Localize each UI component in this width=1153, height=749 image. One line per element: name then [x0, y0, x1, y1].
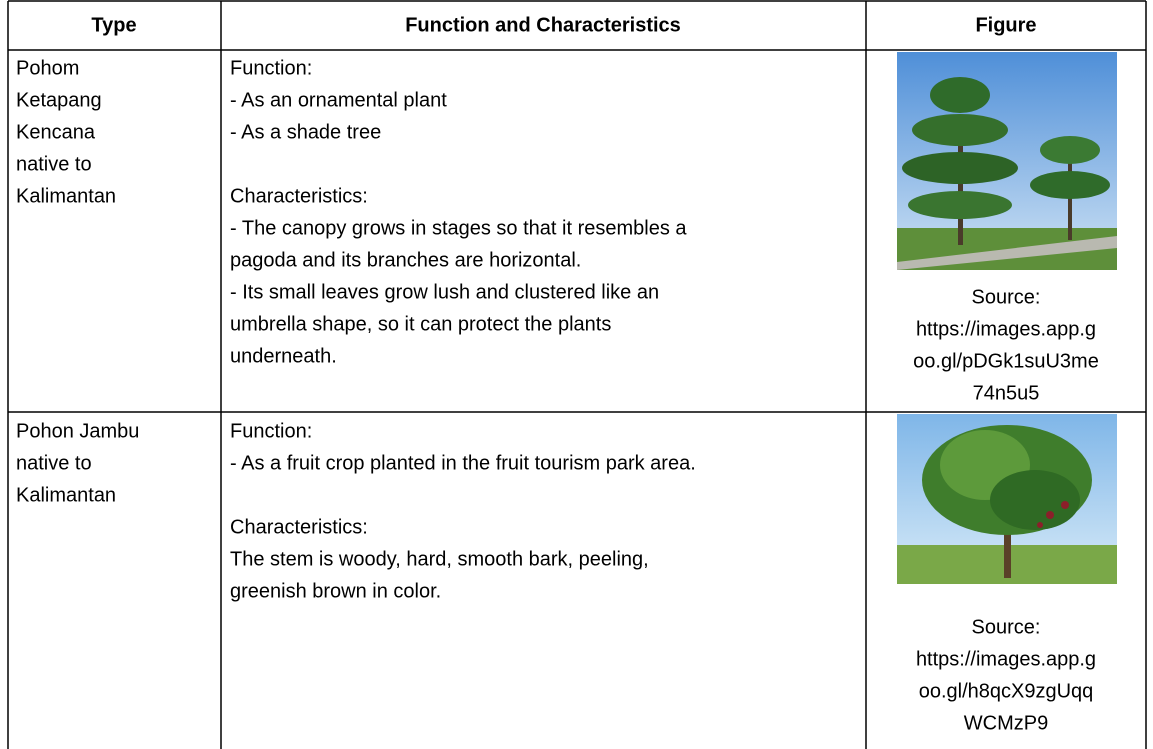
source-line: https://images.app.g [916, 318, 1096, 340]
type-line: Pohom [16, 57, 79, 79]
source-line: oo.gl/h8qcX9zgUqq [919, 680, 1094, 702]
type-line: native to [16, 452, 92, 474]
description-line: umbrella shape, so it can protect the pl… [230, 313, 611, 335]
type-line: Ketapang [16, 89, 102, 111]
header-cell: Type [91, 14, 136, 36]
header-cell: Function and Characteristics [405, 14, 681, 36]
description-line: The stem is woody, hard, smooth bark, pe… [230, 548, 649, 570]
table: Type Function and Characteristics Figure… [0, 0, 1153, 749]
description-line: - As a fruit crop planted in the fruit t… [230, 452, 696, 474]
description-line: Function: [230, 57, 312, 79]
figure-image [897, 414, 1117, 584]
source-line: WCMzP9 [964, 712, 1048, 734]
type-line: Kalimantan [16, 185, 116, 207]
type-line: Kencana [16, 121, 96, 143]
figure-image [897, 52, 1117, 270]
description-line: pagoda and its branches are horizontal. [230, 249, 581, 271]
description-line: - Its small leaves grow lush and cluster… [230, 281, 659, 303]
type-line: Pohon Jambu [16, 420, 139, 442]
description-line: underneath. [230, 345, 337, 367]
source-line: https://images.app.g [916, 648, 1096, 670]
source-line: oo.gl/pDGk1suU3me [913, 350, 1099, 372]
header-cell: Figure [975, 14, 1036, 36]
description-line: greenish brown in color. [230, 580, 441, 602]
description-line: Function: [230, 420, 312, 442]
description-line: - The canopy grows in stages so that it … [230, 217, 687, 239]
description-line: Characteristics: [230, 516, 368, 538]
type-line: native to [16, 153, 92, 175]
source-line: Source: [972, 616, 1041, 638]
description-line: - As an ornamental plant [230, 89, 447, 111]
page: {"table": { "headers": ["Type", "Functio… [0, 0, 1153, 749]
source-line: 74n5u5 [973, 382, 1040, 404]
source-line: Source: [972, 286, 1041, 308]
description-line: Characteristics: [230, 185, 368, 207]
type-line: Kalimantan [16, 484, 116, 506]
description-line: - As a shade tree [230, 121, 381, 143]
